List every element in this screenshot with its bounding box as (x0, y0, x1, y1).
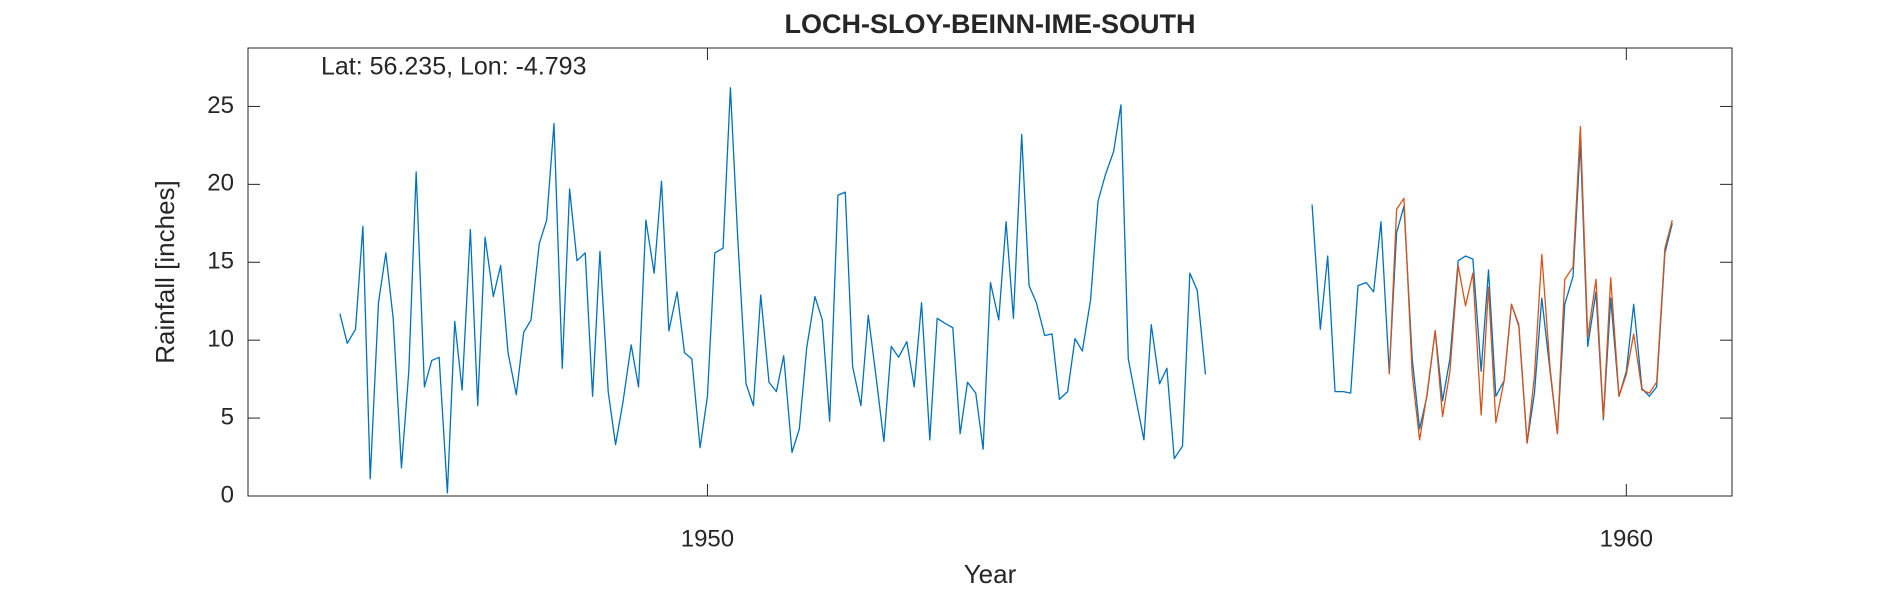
y-tick-label: 5 (221, 403, 234, 430)
y-tick-label: 25 (207, 92, 234, 119)
series-line (1388, 126, 1673, 444)
y-tick-label: 20 (207, 170, 234, 197)
y-tick-label: 15 (207, 248, 234, 275)
x-tick-label: 1950 (681, 525, 734, 552)
y-tick-label: 0 (221, 481, 234, 508)
y-tick-label: 10 (207, 326, 234, 353)
annotation: Lat: 56.235, Lon: -4.793 (321, 53, 587, 81)
x-axis-label: Year (964, 559, 1017, 589)
plot-box (247, 47, 1733, 497)
y-axis-label: Rainfall [inches] (150, 180, 180, 364)
x-tick-label: 1960 (1600, 525, 1653, 552)
series-line (339, 87, 1673, 494)
chart-title: LOCH-SLOY-BEINN-IME-SOUTH (785, 9, 1196, 39)
